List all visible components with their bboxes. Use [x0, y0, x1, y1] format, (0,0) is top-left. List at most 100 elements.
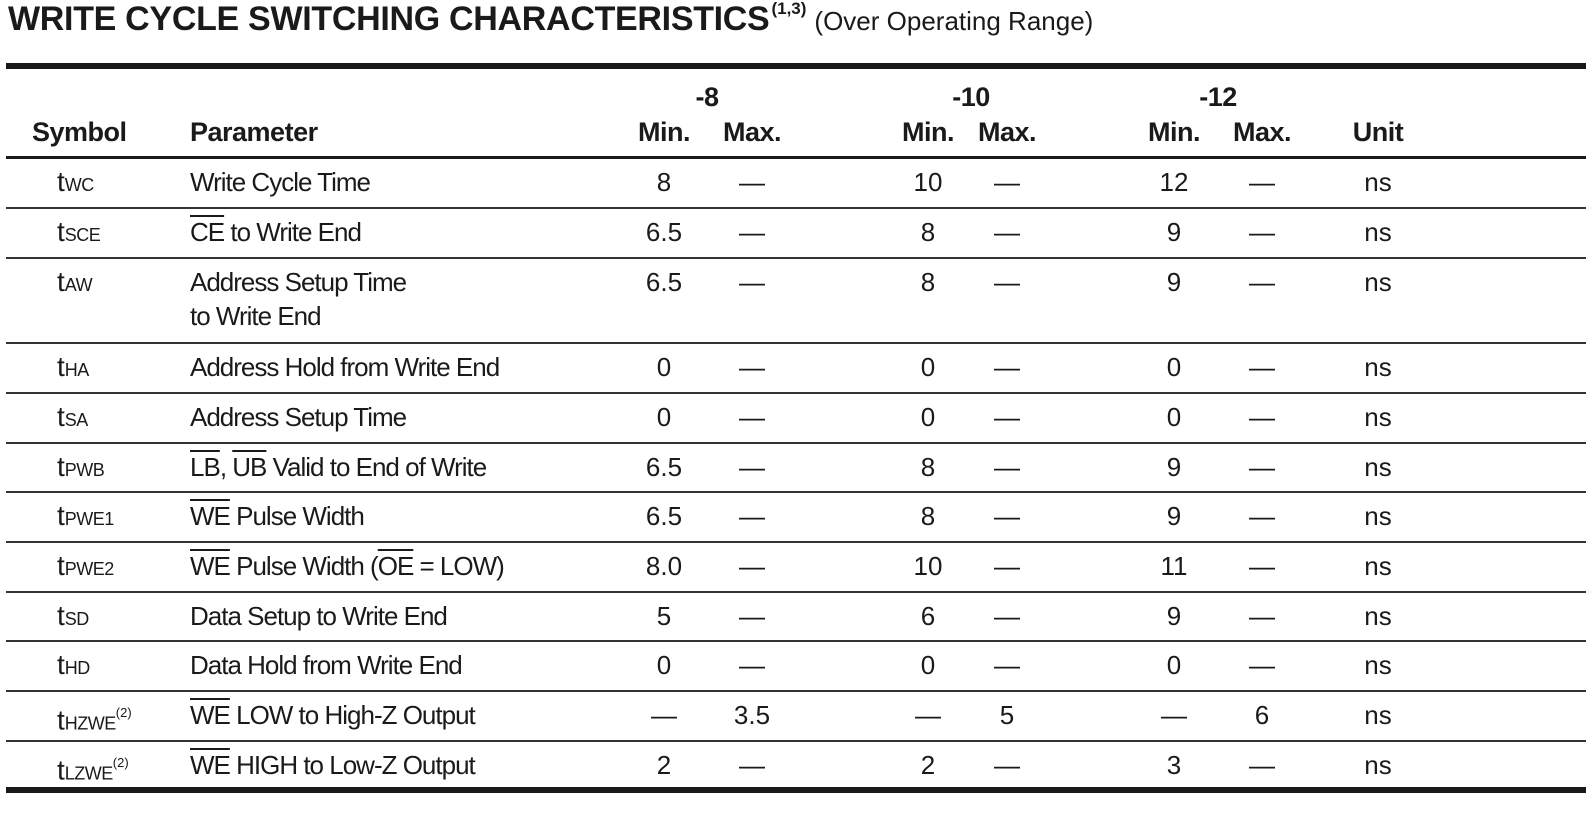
value-min-12: 9 — [1166, 501, 1182, 531]
header-rule — [6, 156, 1586, 159]
unit-cell: ns — [1364, 601, 1392, 631]
symbol-subscript: HA — [64, 360, 90, 380]
value-max-10: — — [994, 650, 1020, 680]
value-max-12: — — [1249, 217, 1275, 247]
value-min-10: 10 — [913, 167, 943, 197]
symbol-subscript: PWE2 — [64, 559, 115, 579]
symbol-t: t — [57, 166, 65, 197]
value-min-10: — — [915, 700, 941, 730]
value-min-8: 6.5 — [645, 501, 683, 531]
parameter-cell: CE to Write End — [190, 217, 362, 247]
symbol-t: t — [57, 754, 65, 786]
value-min-10: 0 — [920, 352, 936, 382]
value-min-10: 8 — [920, 217, 936, 247]
parameter-text: = LOW) — [413, 551, 505, 581]
parameter-cell: Address Setup Time — [190, 267, 407, 297]
value-min-8: 6.5 — [645, 267, 683, 297]
value-min-10: 8 — [920, 452, 936, 482]
active-low-signal: UB — [232, 452, 267, 482]
symbol-t: t — [57, 500, 65, 531]
unit-cell: ns — [1364, 750, 1392, 780]
symbol-t: t — [57, 216, 65, 247]
active-low-signal: OE — [377, 551, 415, 581]
min-header-8: Min. — [638, 117, 691, 147]
row-divider — [6, 442, 1586, 444]
value-min-12: 9 — [1166, 217, 1182, 247]
unit-cell: ns — [1364, 352, 1392, 382]
value-min-12: 12 — [1159, 167, 1189, 197]
value-max-10: — — [994, 167, 1020, 197]
row-divider — [6, 342, 1586, 344]
symbol-subscript: PWE1 — [64, 509, 115, 529]
parameter-cell: WE Pulse Width (OE = LOW) — [190, 551, 505, 581]
value-max-12: — — [1249, 267, 1275, 297]
parameter-text: HIGH to Low-Z Output — [229, 750, 476, 780]
unit-cell: ns — [1364, 551, 1392, 581]
symbol-cell: tHA — [57, 352, 89, 385]
row-divider — [6, 491, 1586, 493]
parameter-text: Data Hold from Write End — [190, 650, 463, 680]
row-divider — [6, 541, 1586, 543]
value-min-12: — — [1161, 700, 1187, 730]
symbol-cell: tSD — [57, 601, 89, 634]
symbol-cell: tPWB — [57, 452, 105, 485]
parameter-text: to Write End — [224, 217, 362, 247]
value-max-8: — — [739, 750, 765, 780]
value-min-8: 0 — [656, 352, 672, 382]
value-max-8: — — [739, 501, 765, 531]
symbol-subscript: SA — [64, 410, 89, 430]
max-header-10: Max. — [977, 117, 1037, 147]
unit-cell: ns — [1364, 700, 1392, 730]
symbol-cell: tHD — [57, 650, 90, 683]
unit-cell: ns — [1364, 501, 1392, 531]
parameter-cell-line2: to Write End — [190, 301, 322, 331]
value-max-12: — — [1249, 501, 1275, 531]
active-low-signal: WE — [190, 700, 231, 730]
value-min-10: 0 — [920, 402, 936, 432]
value-min-12: 9 — [1166, 267, 1182, 297]
value-max-12: — — [1249, 402, 1275, 432]
value-min-8: 8.0 — [645, 551, 683, 581]
value-max-10: — — [994, 402, 1020, 432]
symbol-footnote-ref: (2) — [112, 755, 129, 770]
value-min-8: 6.5 — [645, 452, 683, 482]
value-max-10: — — [994, 551, 1020, 581]
parameter-text: , — [219, 452, 233, 482]
parameter-cell: WE HIGH to Low-Z Output — [190, 750, 476, 780]
symbol-subscript: AW — [64, 275, 93, 295]
symbol-subscript: SCE — [64, 225, 101, 245]
symbol-subscript: WC — [64, 175, 95, 195]
symbol-cell: tLZWE(2) — [57, 750, 129, 788]
value-min-8: 0 — [656, 650, 672, 680]
row-divider — [6, 207, 1586, 209]
parameter-text: Address Setup Time — [190, 402, 407, 432]
unit-cell: ns — [1364, 452, 1392, 482]
value-max-12: — — [1249, 601, 1275, 631]
parameter-cell: Data Setup to Write End — [190, 601, 448, 631]
symbol-cell: tHZWE(2) — [57, 700, 132, 738]
symbol-subscript: HD — [64, 658, 91, 678]
value-max-12: — — [1249, 551, 1275, 581]
value-min-12: 0 — [1166, 650, 1182, 680]
value-max-8: — — [739, 452, 765, 482]
value-max-10: — — [994, 352, 1020, 382]
value-min-12: 0 — [1166, 352, 1182, 382]
parameter-text: Data Setup to Write End — [190, 601, 448, 631]
parameter-text: Write Cycle Time — [190, 167, 371, 197]
value-max-8: — — [739, 352, 765, 382]
value-max-10: — — [994, 750, 1020, 780]
value-min-8: 0 — [656, 402, 672, 432]
grade-header-8: -8 — [695, 82, 719, 112]
symbol-t: t — [57, 351, 65, 382]
value-max-8: — — [739, 551, 765, 581]
value-max-8: — — [739, 217, 765, 247]
value-min-8: 5 — [656, 601, 672, 631]
parameter-text: LOW to High-Z Output — [229, 700, 476, 730]
value-min-8: 2 — [656, 750, 672, 780]
unit-cell: ns — [1364, 402, 1392, 432]
value-max-10: 5 — [999, 700, 1015, 730]
unit-cell: ns — [1364, 267, 1392, 297]
parameter-cell: Data Hold from Write End — [190, 650, 463, 680]
row-divider — [6, 640, 1586, 642]
parameter-text: Address Setup Time — [190, 267, 407, 297]
